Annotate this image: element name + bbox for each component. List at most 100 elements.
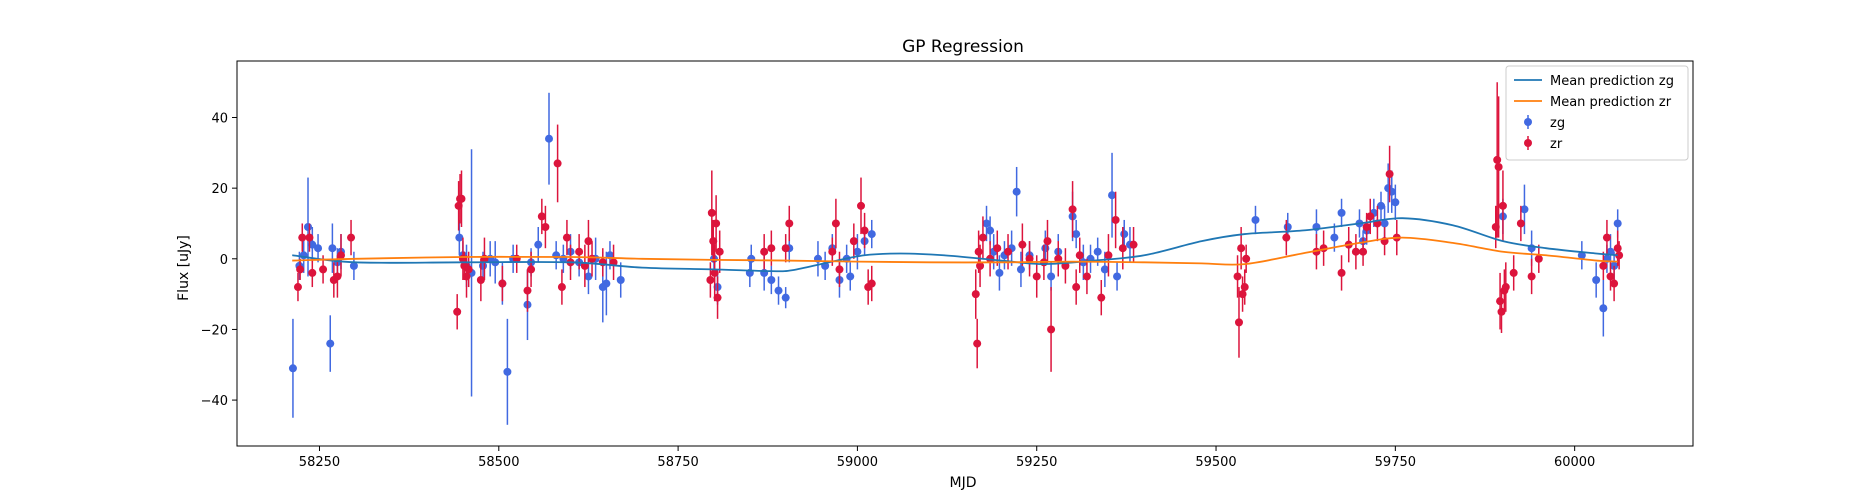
zr-point <box>1359 247 1368 256</box>
mean-prediction-line-zg <box>292 217 1618 273</box>
zr-point <box>476 275 485 284</box>
zr-point <box>1351 247 1360 256</box>
zr-point <box>1118 244 1127 253</box>
zg-point <box>534 240 543 249</box>
zr-point <box>993 244 1002 253</box>
zg-point <box>328 244 337 253</box>
zg-point <box>853 247 862 256</box>
zr-point <box>1599 261 1608 270</box>
zr-point <box>1097 293 1106 302</box>
zr-point <box>709 237 718 246</box>
zr-point <box>1129 240 1138 249</box>
zr-point <box>305 233 314 242</box>
zg-point <box>1093 247 1102 256</box>
zg-point <box>846 272 855 281</box>
y-axis: −40 −20 0 20 40 <box>201 112 237 409</box>
zr-point <box>1043 237 1052 246</box>
zr-point <box>976 261 985 270</box>
legend-label: zr <box>1550 137 1563 152</box>
zr-point <box>1072 283 1081 292</box>
y-tick-label: −40 <box>201 394 228 409</box>
zg-point <box>314 244 323 253</box>
zg-point <box>1377 201 1385 210</box>
zr-point <box>1047 325 1056 334</box>
zg-point <box>1380 219 1389 228</box>
zr-point <box>1498 201 1507 210</box>
zg-point <box>1100 265 1109 274</box>
zr-point <box>713 293 722 302</box>
zr-point <box>464 265 473 274</box>
zr-point <box>1606 272 1615 281</box>
legend-label: Mean prediction zr <box>1550 95 1672 110</box>
chart-title: GP Regression <box>902 37 1024 57</box>
zg-point <box>1012 187 1021 196</box>
x-tick-label: 58250 <box>299 455 340 470</box>
zr-point <box>1610 279 1619 288</box>
zg-point <box>545 134 553 143</box>
zr-point <box>498 279 507 288</box>
zr-point <box>831 219 840 228</box>
zr-point <box>337 251 345 260</box>
zr-point <box>1004 247 1013 256</box>
zr-point <box>523 286 532 295</box>
zr-point <box>760 247 769 256</box>
zr-point <box>707 208 716 217</box>
zg-point <box>584 272 593 281</box>
zg-point <box>503 367 512 376</box>
zr-point <box>298 233 307 242</box>
zg-point <box>349 261 358 270</box>
zg-point <box>1108 191 1117 200</box>
zg-point <box>747 254 756 263</box>
zr-point <box>715 247 724 256</box>
zr-point <box>308 268 317 277</box>
x-tick-label: 60000 <box>1554 455 1595 470</box>
zr-point <box>857 201 865 210</box>
zr-point <box>978 233 987 242</box>
zg-point <box>288 364 297 373</box>
zg-point <box>1520 205 1529 214</box>
y-tick-label: 20 <box>211 182 228 197</box>
zg-point <box>1599 304 1608 313</box>
zg-point <box>1330 233 1339 242</box>
zr-point <box>1237 244 1246 253</box>
legend-marker-swatch <box>1524 118 1532 126</box>
zg-point <box>616 275 625 284</box>
zg-point <box>1391 198 1400 207</box>
zg-point <box>1016 265 1025 274</box>
zr-point <box>1615 251 1624 260</box>
zr-point <box>537 212 546 221</box>
zg-point <box>1120 230 1129 239</box>
zr-point <box>333 272 342 281</box>
plot-frame <box>236 60 1694 447</box>
legend-label: Mean prediction zg <box>1550 74 1674 89</box>
zr-point <box>1385 170 1394 179</box>
zr-point <box>1075 251 1084 260</box>
y-tick-label: −20 <box>201 323 228 338</box>
zr-point <box>1527 272 1536 281</box>
zr-point <box>588 254 597 263</box>
zg-point <box>781 293 790 302</box>
zr-point <box>767 244 776 253</box>
zg-point <box>767 275 776 284</box>
series-zg <box>288 92 1622 425</box>
zr-point <box>1509 268 1518 277</box>
x-axis-label: MJD <box>950 475 977 491</box>
zr-point <box>1018 240 1027 249</box>
zr-point <box>1082 272 1091 281</box>
x-tick-label: 58750 <box>657 455 698 470</box>
y-tick-label: 40 <box>211 112 228 127</box>
zr-point <box>293 283 302 292</box>
zr-point <box>1494 162 1503 171</box>
zr-point <box>1602 233 1611 242</box>
zg-point <box>1283 223 1292 232</box>
x-axis: 58250 58500 58750 59000 59250 59500 59750 60000 <box>299 446 1595 470</box>
zr-point <box>575 247 584 256</box>
zr-point <box>1613 244 1622 253</box>
zg-point <box>774 286 783 295</box>
legend: Mean prediction zg Mean prediction zr zg zr <box>1505 65 1689 161</box>
zr-point <box>1032 272 1041 281</box>
zr-point <box>860 226 869 235</box>
zr-point <box>562 233 571 242</box>
zg-point <box>1577 251 1586 260</box>
zr-point <box>973 339 982 348</box>
